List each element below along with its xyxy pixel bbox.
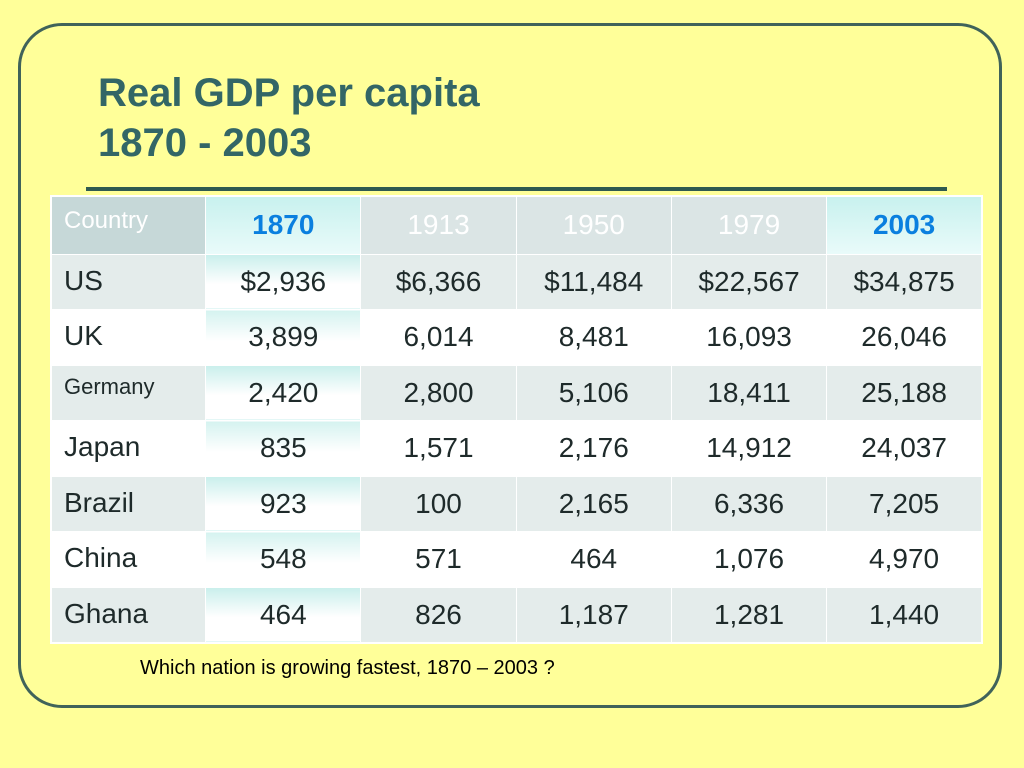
table-cell: 6,014 [360, 309, 517, 366]
row-country: Ghana [50, 586, 207, 643]
slide-frame [18, 23, 1002, 708]
table-cell: 14,912 [670, 420, 828, 477]
table-cell: 3,899 [205, 309, 362, 366]
table-cell: 24,037 [826, 420, 983, 477]
row-country: Germany [50, 364, 207, 421]
table-cell: 25,188 [826, 364, 983, 421]
table-row-japan: Japan 835 1,571 2,176 14,912 24,037 [50, 420, 983, 477]
table-cell: 464 [205, 586, 362, 643]
table-row-brazil: Brazil 923 100 2,165 6,336 7,205 [50, 475, 983, 532]
header-year-1950: 1950 [515, 195, 672, 255]
table-cell: 18,411 [670, 364, 828, 421]
gdp-table: Country 1870 1913 1950 1979 2003 US $2,9… [50, 195, 983, 644]
table-row-ghana: Ghana 464 826 1,187 1,281 1,440 [50, 586, 983, 643]
header-year-1913: 1913 [360, 195, 517, 255]
table-row-uk: UK 3,899 6,014 8,481 16,093 26,046 [50, 309, 983, 366]
table-cell: 464 [515, 531, 672, 588]
table-cell: 548 [205, 531, 362, 588]
table-row-germany: Germany 2,420 2,800 5,106 18,411 25,188 [50, 364, 983, 421]
table-cell: 2,176 [515, 420, 672, 477]
row-country: UK [50, 309, 207, 366]
title-underline [86, 187, 947, 191]
table-cell: 2,165 [515, 475, 672, 532]
header-country: Country [50, 195, 207, 255]
question-caption: Which nation is growing fastest, 1870 – … [140, 657, 555, 679]
table-cell: 16,093 [670, 309, 828, 366]
table-cell: $22,567 [670, 253, 828, 310]
table-cell: 1,440 [826, 586, 983, 643]
row-country: Japan [50, 420, 207, 477]
title-line-1: Real GDP per capita [98, 71, 480, 115]
table-cell: 6,336 [670, 475, 828, 532]
table-cell: 5,106 [515, 364, 672, 421]
table-header-row: Country 1870 1913 1950 1979 2003 [50, 195, 983, 255]
table-cell: 1,187 [515, 586, 672, 643]
table-cell: 835 [205, 420, 362, 477]
row-country: Brazil [50, 475, 207, 532]
table-cell: 923 [205, 475, 362, 532]
header-year-1979: 1979 [670, 195, 828, 255]
header-year-2003: 2003 [826, 195, 983, 255]
table-cell: 1,076 [670, 531, 828, 588]
table-cell: $6,366 [360, 253, 517, 310]
header-year-1870: 1870 [205, 195, 362, 255]
row-country: China [50, 531, 207, 588]
row-country: US [50, 253, 207, 310]
table-cell: 26,046 [826, 309, 983, 366]
table-row-china: China 548 571 464 1,076 4,970 [50, 531, 983, 588]
table-cell: 1,281 [670, 586, 828, 643]
table-cell: 2,420 [205, 364, 362, 421]
title-line-2: 1870 - 2003 [98, 121, 312, 165]
table-cell: 2,800 [360, 364, 517, 421]
table-cell: 100 [360, 475, 517, 532]
table-cell: $2,936 [205, 253, 362, 310]
table-cell: 8,481 [515, 309, 672, 366]
table-cell: 826 [360, 586, 517, 643]
table-cell: $11,484 [515, 253, 672, 310]
table-cell: 571 [360, 531, 517, 588]
table-row-us: US $2,936 $6,366 $11,484 $22,567 $34,875 [50, 253, 983, 310]
slide-title: Real GDP per capita 1870 - 2003 [98, 68, 480, 168]
table-cell: 7,205 [826, 475, 983, 532]
table-cell: 1,571 [360, 420, 517, 477]
table-cell: $34,875 [826, 253, 983, 310]
table-cell: 4,970 [826, 531, 983, 588]
